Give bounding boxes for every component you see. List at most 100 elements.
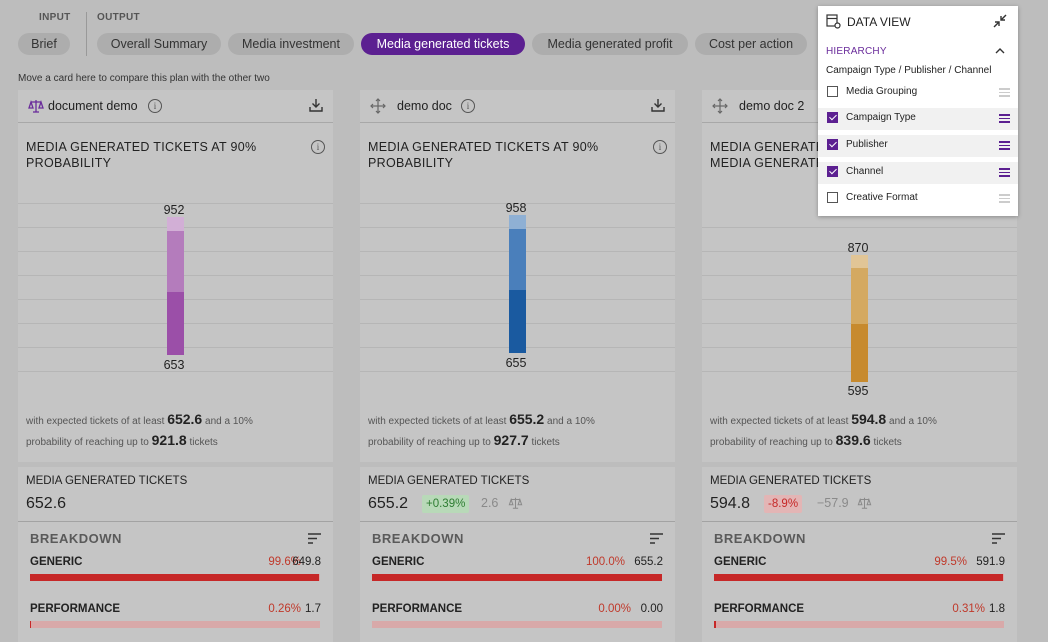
data-view-icon [826,14,841,29]
breakdown-row-pct: 99.6% [268,556,301,568]
hierarchy-label[interactable]: HIERARCHY [826,46,887,57]
breakdown-row-label: PERFORMANCE [372,603,463,615]
hierarchy-item[interactable]: Creative Format [818,188,1018,210]
expected-description: with expected tickets of at least 594.8 … [710,411,937,448]
card-title: demo doc 2 [739,99,805,113]
drag-handle-icon[interactable] [999,88,1010,97]
expected-description: with expected tickets of at least 655.2 … [368,411,595,448]
card-title: document demo [48,99,138,113]
move-icon[interactable] [370,98,386,114]
panel-title: DATA VIEW [847,15,911,29]
breakdown-row-label: PERFORMANCE [714,603,805,615]
move-icon[interactable] [712,98,728,114]
scale-icon [508,497,523,509]
breakdown-bar-fill [714,574,1003,581]
range-bar-middle [851,268,868,324]
breakdown-row-label: GENERIC [372,556,425,568]
tab-cost-per-action[interactable]: Cost per action [695,33,807,55]
info-icon[interactable]: i [653,140,667,154]
metric-card-1: MEDIA GENERATED TICKETS 652.6 BREAKDOWN … [18,467,333,642]
hierarchy-item-label: Media Grouping [846,86,918,97]
range-bar-lower [167,292,184,355]
nav-divider [86,12,87,56]
divider [18,521,333,522]
range-bar-lower [509,290,526,353]
hierarchy-item[interactable]: Campaign Type [818,108,1018,130]
range-low-label: 655 [505,356,527,370]
tab-media-generated-profit[interactable]: Media generated profit [532,33,688,55]
tab-brief[interactable]: Brief [18,33,70,55]
range-bar-middle [167,231,184,292]
metric-card-3: MEDIA GENERATED TICKETS 594.8 -8.9% −57.… [702,467,1017,642]
data-view-panel: DATA VIEW HIERARCHY Campaign Type / Publ… [818,6,1018,216]
gridline [360,371,675,372]
range-bar-upper [167,217,184,231]
breakdown-bar [372,621,662,628]
plan-card-2: demo doc i MEDIA GENERATED TICKETS AT 90… [360,90,675,462]
range-bar-upper [851,255,868,268]
range-low-label: 595 [847,384,869,398]
info-icon[interactable]: i [311,140,325,154]
drag-handle-icon[interactable] [999,141,1010,150]
breakdown-row-value: 655.2 [634,556,663,568]
breakdown-bar [372,574,662,581]
scale-icon [857,497,872,509]
input-section-label: INPUT [39,12,71,23]
hierarchy-item[interactable]: Channel [818,162,1018,184]
metric-value: 652.6 [26,495,67,512]
chart-title: MEDIA GENERATED TICKETS AT 90% PROBABILI… [710,156,818,170]
breakdown-row-value: 0.00 [640,603,663,615]
breakdown-bar [30,574,320,581]
hierarchy-item[interactable]: Media Grouping [818,82,1018,104]
delta-value: −57.9 [817,496,849,510]
download-icon[interactable] [309,98,323,112]
info-icon[interactable]: i [461,99,475,113]
download-icon[interactable] [651,98,665,112]
chevron-up-icon[interactable] [995,47,1005,54]
breakdown-row-pct: 0.00% [598,603,631,615]
gridline [18,371,333,372]
tab-overall-summary[interactable]: Overall Summary [97,33,221,55]
metric-card-2: MEDIA GENERATED TICKETS 655.2 +0.39% 2.6… [360,467,675,642]
drag-handle-icon[interactable] [999,194,1010,203]
tab-media-investment[interactable]: Media investment [228,33,354,55]
drag-handle-icon[interactable] [999,114,1010,123]
breakdown-row-pct: 99.5% [934,556,967,568]
breakdown-row-value: 649.8 [292,556,321,568]
breakdown-row-value: 1.7 [305,603,321,615]
delta-value: 2.6 [481,496,499,510]
sort-icon[interactable] [308,533,321,544]
checkbox[interactable] [827,139,838,150]
range-low-label: 653 [163,358,185,372]
breakdown-bar-fill [30,621,32,628]
divider [702,521,1017,522]
checkbox[interactable] [827,166,838,177]
hierarchy-path: Campaign Type / Publisher / Channel [826,65,992,76]
hierarchy-item-label: Creative Format [846,192,918,203]
hierarchy-item-label: Campaign Type [846,112,916,123]
checkbox[interactable] [827,192,838,203]
checkbox[interactable] [827,112,838,123]
breakdown-bar [714,621,1004,628]
hierarchy-item-label: Publisher [846,139,888,150]
sort-icon[interactable] [992,533,1005,544]
tab-media-generated-tickets[interactable]: Media generated tickets [361,33,525,55]
range-bar-upper [509,215,526,229]
change-badge: -8.9% [764,495,803,513]
breakdown-row-label: PERFORMANCE [30,603,121,615]
metric-title: MEDIA GENERATED TICKETS [710,475,872,487]
scale-icon[interactable] [28,98,44,114]
collapse-icon[interactable] [993,14,1007,28]
range-bar-lower [851,324,868,382]
breakdown-bar-fill [372,574,662,581]
info-icon[interactable]: i [148,99,162,113]
sort-icon[interactable] [650,533,663,544]
gridline [360,203,675,204]
output-section-label: OUTPUT [97,12,140,23]
hierarchy-item[interactable]: Publisher [818,135,1018,157]
checkbox[interactable] [827,86,838,97]
drag-handle-icon[interactable] [999,168,1010,177]
breakdown-heading: BREAKDOWN [372,531,464,546]
breakdown-row-label: GENERIC [30,556,83,568]
compare-hint: Move a card here to compare this plan wi… [18,73,270,84]
